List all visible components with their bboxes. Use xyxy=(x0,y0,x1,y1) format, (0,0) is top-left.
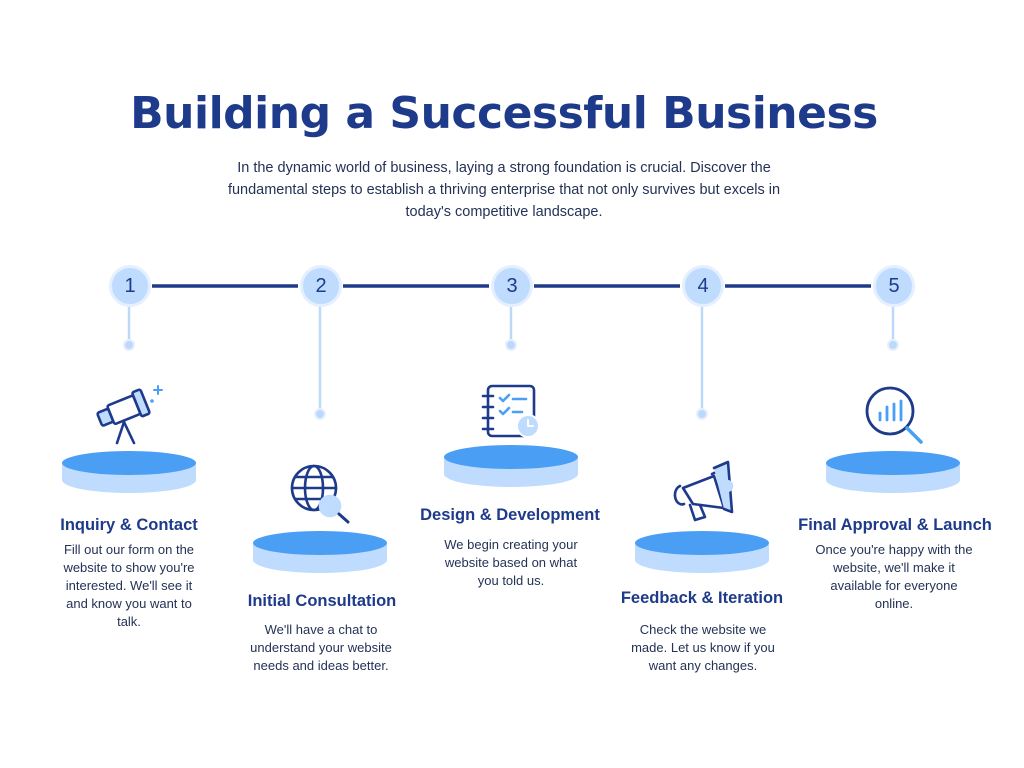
connector-dots xyxy=(123,339,899,420)
step-2-number: 2 xyxy=(300,265,342,307)
step-2-title: Initial Consultation xyxy=(247,592,397,610)
step-5-title: Final Approval & Launch xyxy=(798,516,992,534)
telescope-icon xyxy=(96,385,163,445)
step-3-title: Design & Development xyxy=(420,506,600,524)
step-4-description: Check the website we made. Let us know i… xyxy=(631,622,775,673)
step-5-number: 5 xyxy=(873,265,915,307)
analytics-search-icon xyxy=(865,386,923,444)
pedestal-2 xyxy=(253,531,387,573)
step-1-title: Inquiry & Contact xyxy=(60,516,198,534)
step-3-description: We begin creating your website based on … xyxy=(444,537,578,588)
page-title: Building a Successful Business xyxy=(130,88,878,139)
step-5-description: Once you're happy with the website, we'l… xyxy=(815,542,973,611)
megaphone-icon xyxy=(673,460,734,522)
step-4-number: 4 xyxy=(682,265,724,307)
step-1-description: Fill out our form on the website to show… xyxy=(63,542,195,629)
pedestal-5 xyxy=(826,451,960,493)
notebook-clock-icon xyxy=(481,384,540,438)
step-1-number: 1 xyxy=(109,265,151,307)
step-4-title: Feedback & Iteration xyxy=(620,589,784,607)
timeline-connectors xyxy=(127,304,895,413)
pedestal-1 xyxy=(62,451,196,493)
intro-text: In the dynamic world of business, laying… xyxy=(227,160,781,220)
step-3-number: 3 xyxy=(491,265,533,307)
pedestal-4 xyxy=(635,531,769,573)
pedestal-3 xyxy=(444,445,578,487)
step-2-description: We'll have a chat to understand your web… xyxy=(250,622,392,673)
globe-search-icon xyxy=(290,464,350,524)
